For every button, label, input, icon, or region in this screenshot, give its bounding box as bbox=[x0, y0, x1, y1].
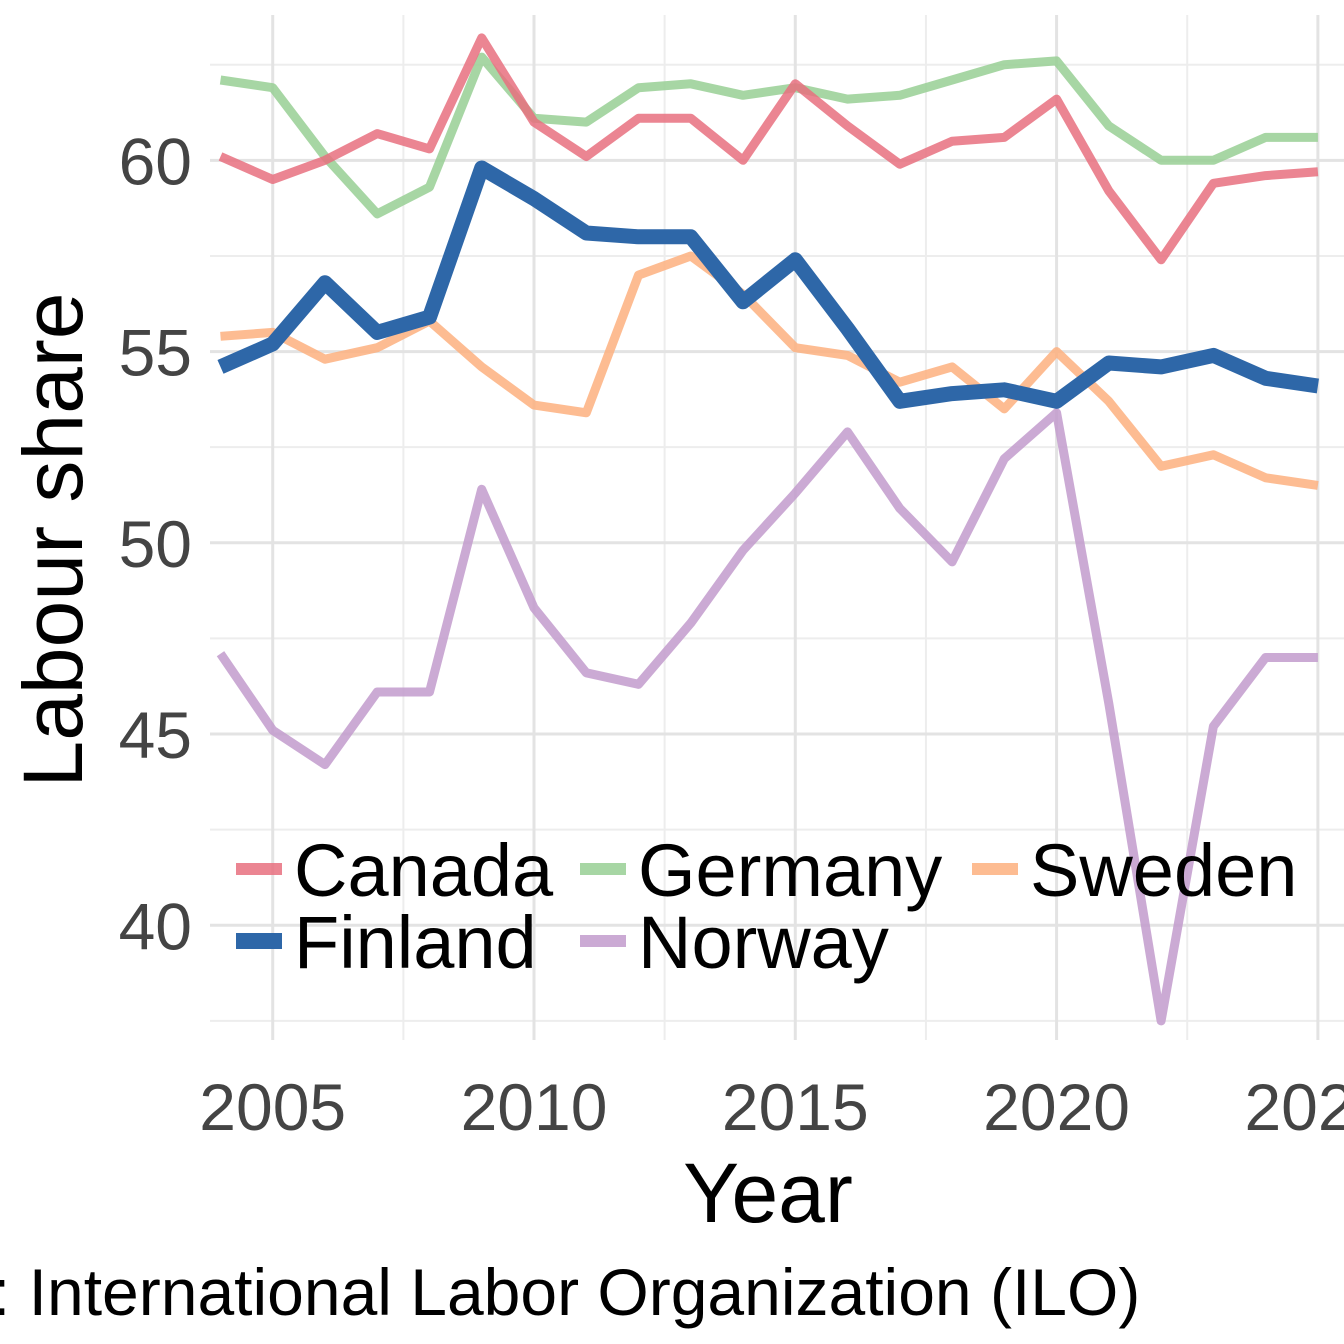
series-line-norway bbox=[216, 408, 1318, 1026]
y-tick-label: 50 bbox=[119, 507, 192, 581]
x-tick-label: 2020 bbox=[983, 1070, 1130, 1144]
legend: Canada Germany Sweden Finland Norway bbox=[236, 829, 1297, 984]
y-axis-title: Labour share bbox=[6, 292, 100, 787]
series-line-sweden bbox=[220, 251, 1319, 490]
y-axis-ticks: 40 45 50 55 60 bbox=[119, 124, 192, 963]
x-axis-ticks: 2005 2010 2015 2020 2025 bbox=[199, 1070, 1344, 1144]
legend-label-finland: Finland bbox=[294, 901, 537, 984]
y-tick-label: 55 bbox=[119, 316, 192, 390]
series-lines bbox=[216, 33, 1319, 1026]
x-tick-label: 2025 bbox=[1244, 1070, 1344, 1144]
legend-label-sweden: Sweden bbox=[1030, 829, 1297, 912]
series-line-canada bbox=[218, 33, 1319, 265]
y-tick-label: 45 bbox=[119, 698, 192, 772]
gridlines bbox=[210, 15, 1344, 1040]
x-tick-label: 2005 bbox=[199, 1070, 346, 1144]
source-caption: : International Labor Organization (ILO) bbox=[0, 1255, 1140, 1329]
series-line-germany bbox=[219, 52, 1318, 219]
y-tick-label: 40 bbox=[119, 889, 192, 963]
x-tick-label: 2010 bbox=[461, 1070, 608, 1144]
legend-label-germany: Germany bbox=[638, 829, 942, 912]
x-tick-label: 2015 bbox=[722, 1070, 869, 1144]
y-tick-label: 60 bbox=[119, 124, 192, 198]
x-axis-title: Year bbox=[683, 1146, 853, 1240]
legend-label-canada: Canada bbox=[294, 829, 554, 912]
legend-label-norway: Norway bbox=[638, 901, 889, 984]
series-line-finland bbox=[217, 160, 1319, 409]
